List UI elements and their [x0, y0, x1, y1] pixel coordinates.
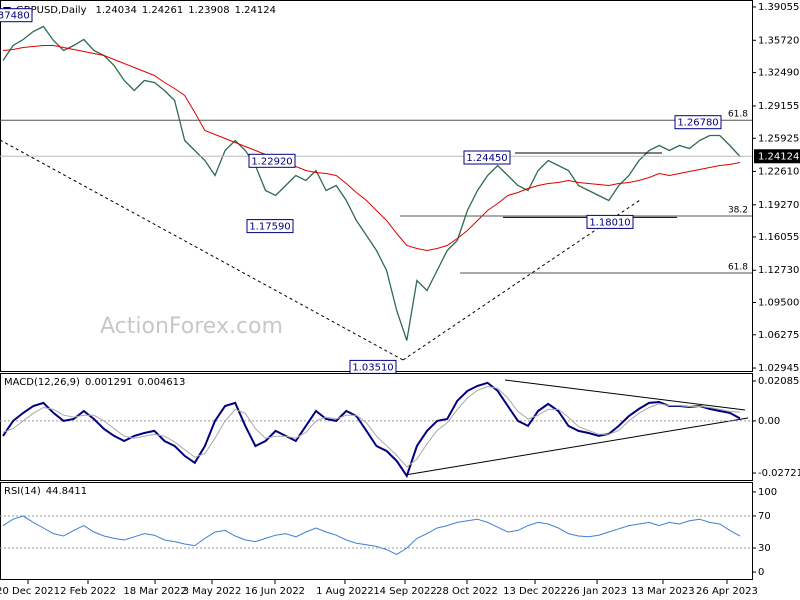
x-tick-label: 14 Sep 2022 [373, 586, 436, 597]
x-tick-label: 13 Dec 2022 [503, 586, 567, 597]
x-tick-label: 16 Jun 2022 [245, 586, 305, 597]
level-box [586, 214, 634, 229]
y-tick-label: 0 [758, 567, 764, 578]
level-label: 1.17590 [249, 222, 290, 233]
x-tick-label: 2 Feb 2022 [60, 586, 116, 597]
series-line [2, 45, 741, 252]
x-tick-label: 13 Mar 2023 [631, 586, 694, 597]
ohlc-value: 1.24261 [142, 5, 183, 16]
x-tick-label: 26 Apr 2023 [696, 586, 758, 597]
y-tick-label: 100 [758, 487, 777, 498]
y-tick-label: 1.12730 [758, 265, 799, 276]
y-tick-label: 1.32490 [758, 68, 799, 79]
y-tick-label: 1.35720 [758, 35, 799, 46]
title-part: 0.001291 [85, 377, 133, 388]
ohlc-value: 1.24034 [96, 5, 137, 16]
y-tick-label: 1.02945 [758, 363, 799, 374]
macd-frame [0, 373, 753, 481]
x-tick-label: 26 Jan 2023 [567, 586, 627, 597]
x-tick-label: 1 Aug 2022 [316, 586, 374, 597]
x-tick-label: 20 Dec 2021 [0, 586, 60, 597]
rsi-frame [0, 482, 753, 580]
y-tick-label: 0.020858 [758, 376, 800, 387]
x-tick-label: 28 Oct 2022 [436, 586, 498, 597]
level-box [349, 359, 397, 374]
series-line [2, 515, 741, 555]
level-box [674, 115, 722, 130]
title-part: 0.004613 [138, 377, 186, 388]
level-label: 1.03510 [352, 362, 393, 373]
y-tick-label: 1.06275 [758, 330, 799, 341]
level-label: 1.26780 [677, 118, 718, 129]
y-tick-label: -0.027213 [758, 468, 800, 479]
price-title: GBPUSD,Daily 1.24034 1.24261 1.23908 1.24124 [16, 5, 276, 16]
series-line [2, 381, 741, 479]
y-tick-label: 1.19270 [758, 200, 799, 211]
level-box [0, 8, 33, 23]
level-label: 1.24450 [466, 153, 507, 164]
y-tick-label: 30 [758, 543, 771, 554]
y-tick-label: 70 [758, 511, 771, 522]
macd-trend-line [404, 417, 749, 476]
level-label: 1.18010 [589, 217, 630, 228]
fib-label: 61.8 [728, 110, 748, 120]
level-box [463, 150, 511, 165]
series-line [2, 385, 741, 468]
title-part: 44.8411 [46, 486, 87, 497]
level-box [246, 219, 294, 234]
x-tick-label: 3 May 2022 [183, 586, 242, 597]
y-tick-label: 1.25925 [758, 133, 799, 144]
level-label: 1.22920 [251, 156, 292, 167]
watermark: ActionForex.com [100, 314, 283, 339]
last-price-box [754, 149, 800, 164]
macd-trend-line [504, 379, 746, 411]
fib-label: 38.2 [728, 206, 748, 216]
ohlc-value: 1.24124 [235, 5, 276, 16]
y-tick-label: 1.09500 [758, 298, 799, 309]
level-box [248, 153, 296, 168]
title-part: RSI(14) [4, 486, 41, 497]
trend-line [0, 139, 404, 361]
y-tick-label: 1.16055 [758, 232, 799, 243]
indicator-title: RSI(14) 44.8411 [4, 486, 87, 497]
y-tick-label: 1.29155 [758, 101, 799, 112]
y-tick-label: 0.00 [758, 416, 780, 427]
series-line [2, 25, 741, 341]
y-tick-label: 1.39055 [758, 2, 799, 13]
indicator-title: MACD(12,26,9) 0.001291 0.004613 [4, 377, 185, 388]
title-part: MACD(12,26,9) [4, 377, 80, 388]
x-tick-label: 18 Mar 2022 [123, 586, 186, 597]
last-price-label: 1.24124 [758, 151, 799, 162]
y-tick-label: 1.22610 [758, 166, 799, 177]
level-label: 1.37480 [0, 11, 30, 22]
fib-label: 61.8 [728, 263, 748, 273]
ohlc-value: 1.23908 [188, 5, 229, 16]
